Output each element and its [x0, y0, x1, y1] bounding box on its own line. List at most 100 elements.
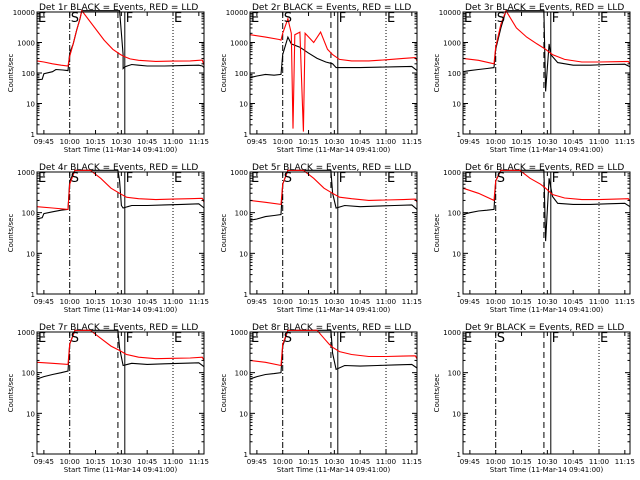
y-tick-label-1: 1 — [244, 131, 248, 139]
plot-frame — [249, 331, 418, 455]
x-tick-label-6: 11:00 — [376, 458, 396, 466]
x-tick-label-3: 10:15 — [298, 138, 318, 146]
y-tick-label-2: 10 — [239, 410, 248, 418]
marker-label-1: E — [464, 171, 472, 186]
marker-label-2: S — [71, 331, 79, 346]
chart-title: Det 4r BLACK = Events, RED = LLD — [39, 163, 198, 173]
x-tick-label-3: 10:15 — [85, 298, 105, 306]
y-tick-label-3: 100 — [235, 210, 248, 218]
y-tick-label-3: 100 — [235, 70, 248, 78]
lld-series-line — [36, 329, 205, 365]
x-axis-label: Start Time (11-Mar-14 09:41:00) — [277, 306, 391, 314]
x-tick-label-6: 11:00 — [589, 458, 609, 466]
x-tick-label-2: 10:00 — [486, 298, 506, 306]
y-axis-label: Counts/sec — [220, 54, 228, 93]
x-tick-label-2: 10:00 — [486, 138, 506, 146]
marker-label-2: S — [71, 171, 79, 186]
marker-label-4: F — [339, 331, 346, 346]
x-tick-label-3: 10:15 — [298, 458, 318, 466]
events-series-line — [36, 329, 205, 380]
x-tick-label-3: 10:15 — [85, 138, 105, 146]
events-series-line — [36, 169, 205, 220]
x-axis-label: Start Time (11-Mar-14 09:41:00) — [277, 466, 391, 474]
y-tick-label-4: 1000 — [230, 169, 248, 177]
y-tick-label-3: 100 — [448, 70, 461, 78]
x-tick-label-4: 10:30 — [537, 138, 557, 146]
x-tick-label-4: 10:30 — [324, 138, 344, 146]
marker-label-4: F — [552, 331, 559, 346]
x-tick-label-5: 10:45 — [350, 298, 370, 306]
marker-label-1: E — [464, 11, 472, 26]
y-tick-label-5: 10000 — [226, 9, 248, 17]
lld-series-line — [249, 329, 418, 367]
marker-label-2: S — [284, 171, 292, 186]
x-tick-label-6: 11:00 — [376, 298, 396, 306]
y-tick-label-2: 10 — [239, 101, 248, 109]
plot-frame — [36, 11, 205, 135]
x-tick-label-7: 11:15 — [189, 458, 209, 466]
x-tick-label-7: 11:15 — [615, 138, 635, 146]
plot-frame — [462, 171, 631, 295]
y-tick-label-1: 1 — [31, 451, 35, 459]
x-tick-label-6: 11:00 — [163, 138, 183, 146]
x-tick-label-2: 10:00 — [60, 138, 80, 146]
y-axis-label: Counts/sec — [7, 54, 15, 93]
marker-label-5: E — [600, 331, 608, 346]
y-tick-label-2: 10 — [26, 410, 35, 418]
plot-frame — [249, 11, 418, 135]
y-tick-label-2: 10 — [452, 101, 461, 109]
marker-label-1: E — [38, 171, 46, 186]
marker-label-5: E — [387, 171, 395, 186]
chart-title: Det 5r BLACK = Events, RED = LLD — [252, 163, 411, 173]
lld-series-line — [462, 9, 631, 65]
events-series-line — [249, 329, 418, 380]
y-tick-label-3: 100 — [22, 70, 35, 78]
marker-label-1: E — [38, 11, 46, 26]
marker-label-4: F — [126, 11, 133, 26]
x-tick-label-4: 10:30 — [537, 298, 557, 306]
x-tick-label-5: 10:45 — [137, 298, 157, 306]
y-tick-label-1: 1 — [244, 451, 248, 459]
plot-frame — [462, 331, 631, 455]
chart-title: Det 9r BLACK = Events, RED = LLD — [465, 323, 624, 333]
lld-series-line — [249, 16, 418, 132]
marker-label-1: E — [251, 171, 259, 186]
y-tick-label-4: 1000 — [230, 329, 248, 337]
marker-label-5: E — [600, 11, 608, 26]
marker-label-2: S — [497, 171, 505, 186]
x-axis-label: Start Time (11-Mar-14 09:41:00) — [64, 466, 178, 474]
plot-frame — [36, 171, 205, 295]
plot-frame — [36, 331, 205, 455]
y-tick-label-5: 10000 — [13, 9, 35, 17]
x-tick-label-1: 09:45 — [34, 298, 54, 306]
x-tick-label-1: 09:45 — [247, 458, 267, 466]
chart-title: Det 2r BLACK = Events, RED = LLD — [252, 3, 411, 13]
marker-label-1: E — [251, 331, 259, 346]
y-axis-label: Counts/sec — [7, 374, 15, 413]
chart-title: Det 1r BLACK = Events, RED = LLD — [39, 3, 198, 13]
x-tick-label-2: 10:00 — [273, 298, 293, 306]
y-tick-label-4: 1000 — [443, 329, 461, 337]
x-tick-label-4: 10:30 — [111, 458, 131, 466]
y-axis-label: Counts/sec — [220, 374, 228, 413]
marker-label-4: F — [126, 171, 133, 186]
x-tick-label-5: 10:45 — [137, 458, 157, 466]
events-series-line — [249, 35, 418, 79]
marker-label-4: F — [126, 331, 133, 346]
y-tick-label-4: 1000 — [17, 169, 35, 177]
x-tick-label-2: 10:00 — [273, 458, 293, 466]
x-tick-label-5: 10:45 — [563, 138, 583, 146]
y-tick-label-3: 100 — [22, 210, 35, 218]
x-tick-label-6: 11:00 — [589, 298, 609, 306]
x-tick-label-7: 11:15 — [189, 298, 209, 306]
marker-label-4: F — [552, 11, 559, 26]
chart-title: Det 6r BLACK = Events, RED = LLD — [465, 163, 624, 173]
